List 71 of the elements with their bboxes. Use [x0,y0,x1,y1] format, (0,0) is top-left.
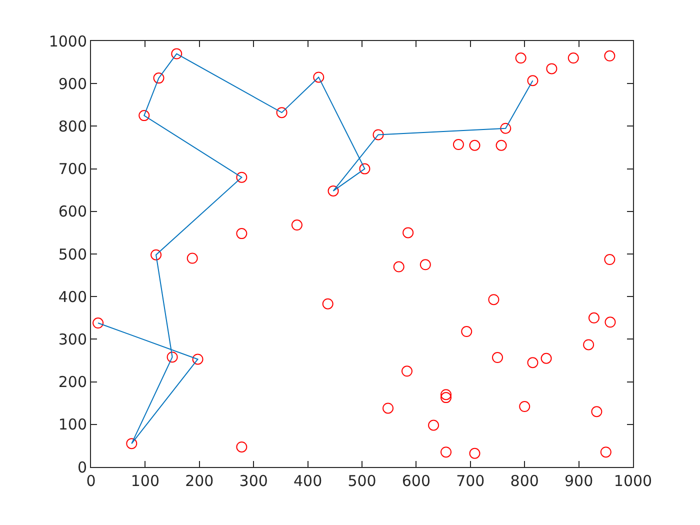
point [515,52,526,64]
y-tick-label: 1000 [48,32,87,50]
point [393,261,404,272]
x-tick-label: 400 [293,472,322,490]
point [452,139,464,150]
x-tick-label: 100 [130,472,160,490]
point [402,227,414,238]
point [591,406,602,418]
x-tick-label: 500 [348,472,376,490]
point [604,316,616,328]
point [150,249,162,260]
y-tick-label: 900 [58,74,87,93]
y-tick-label: 200 [58,373,87,392]
point [138,110,150,122]
point [461,326,472,338]
point [186,252,198,264]
point [492,352,503,364]
point [469,140,480,151]
point [420,259,431,270]
point [291,220,302,231]
point [171,48,182,60]
point [382,402,394,414]
x-tick-label: 200 [185,472,214,490]
point [372,129,384,140]
point [496,140,507,151]
point [313,72,324,83]
point [604,50,616,62]
point [600,446,612,458]
y-tick-label: 100 [58,416,87,434]
point [428,420,440,431]
point [527,75,538,86]
point [236,172,248,183]
point [126,438,138,450]
point [153,72,164,84]
x-tick-label: 600 [402,472,431,490]
point [92,318,104,329]
y-tick-label: 0 [77,458,87,476]
y-tick-label: 300 [58,330,87,348]
y-tick-label: 500 [58,245,87,264]
point [236,441,248,452]
x-tick-label: 900 [564,472,594,490]
x-tick-label: 700 [456,472,485,490]
point [401,366,412,377]
y-tick-label: 600 [58,202,87,221]
point [440,389,452,400]
point [166,352,178,363]
x-tick-label: 1000 [614,472,652,490]
point [519,401,530,412]
point [500,122,512,134]
point [540,352,552,364]
point [488,294,500,306]
point [546,63,558,74]
point [440,446,452,458]
point [568,52,579,64]
point [469,448,480,459]
y-tick-label: 700 [58,160,87,178]
point [359,163,370,174]
point [236,228,248,240]
point [527,357,538,368]
x-tick-label: 300 [239,472,268,490]
point [192,354,204,365]
point [328,185,339,196]
y-tick-label: 400 [58,288,87,306]
point [276,107,288,118]
y-tick-label: 800 [58,117,87,136]
point [604,254,616,266]
x-tick-label: 800 [510,472,539,490]
point [588,312,600,324]
point [440,392,452,404]
point [322,298,334,310]
point [583,339,594,350]
